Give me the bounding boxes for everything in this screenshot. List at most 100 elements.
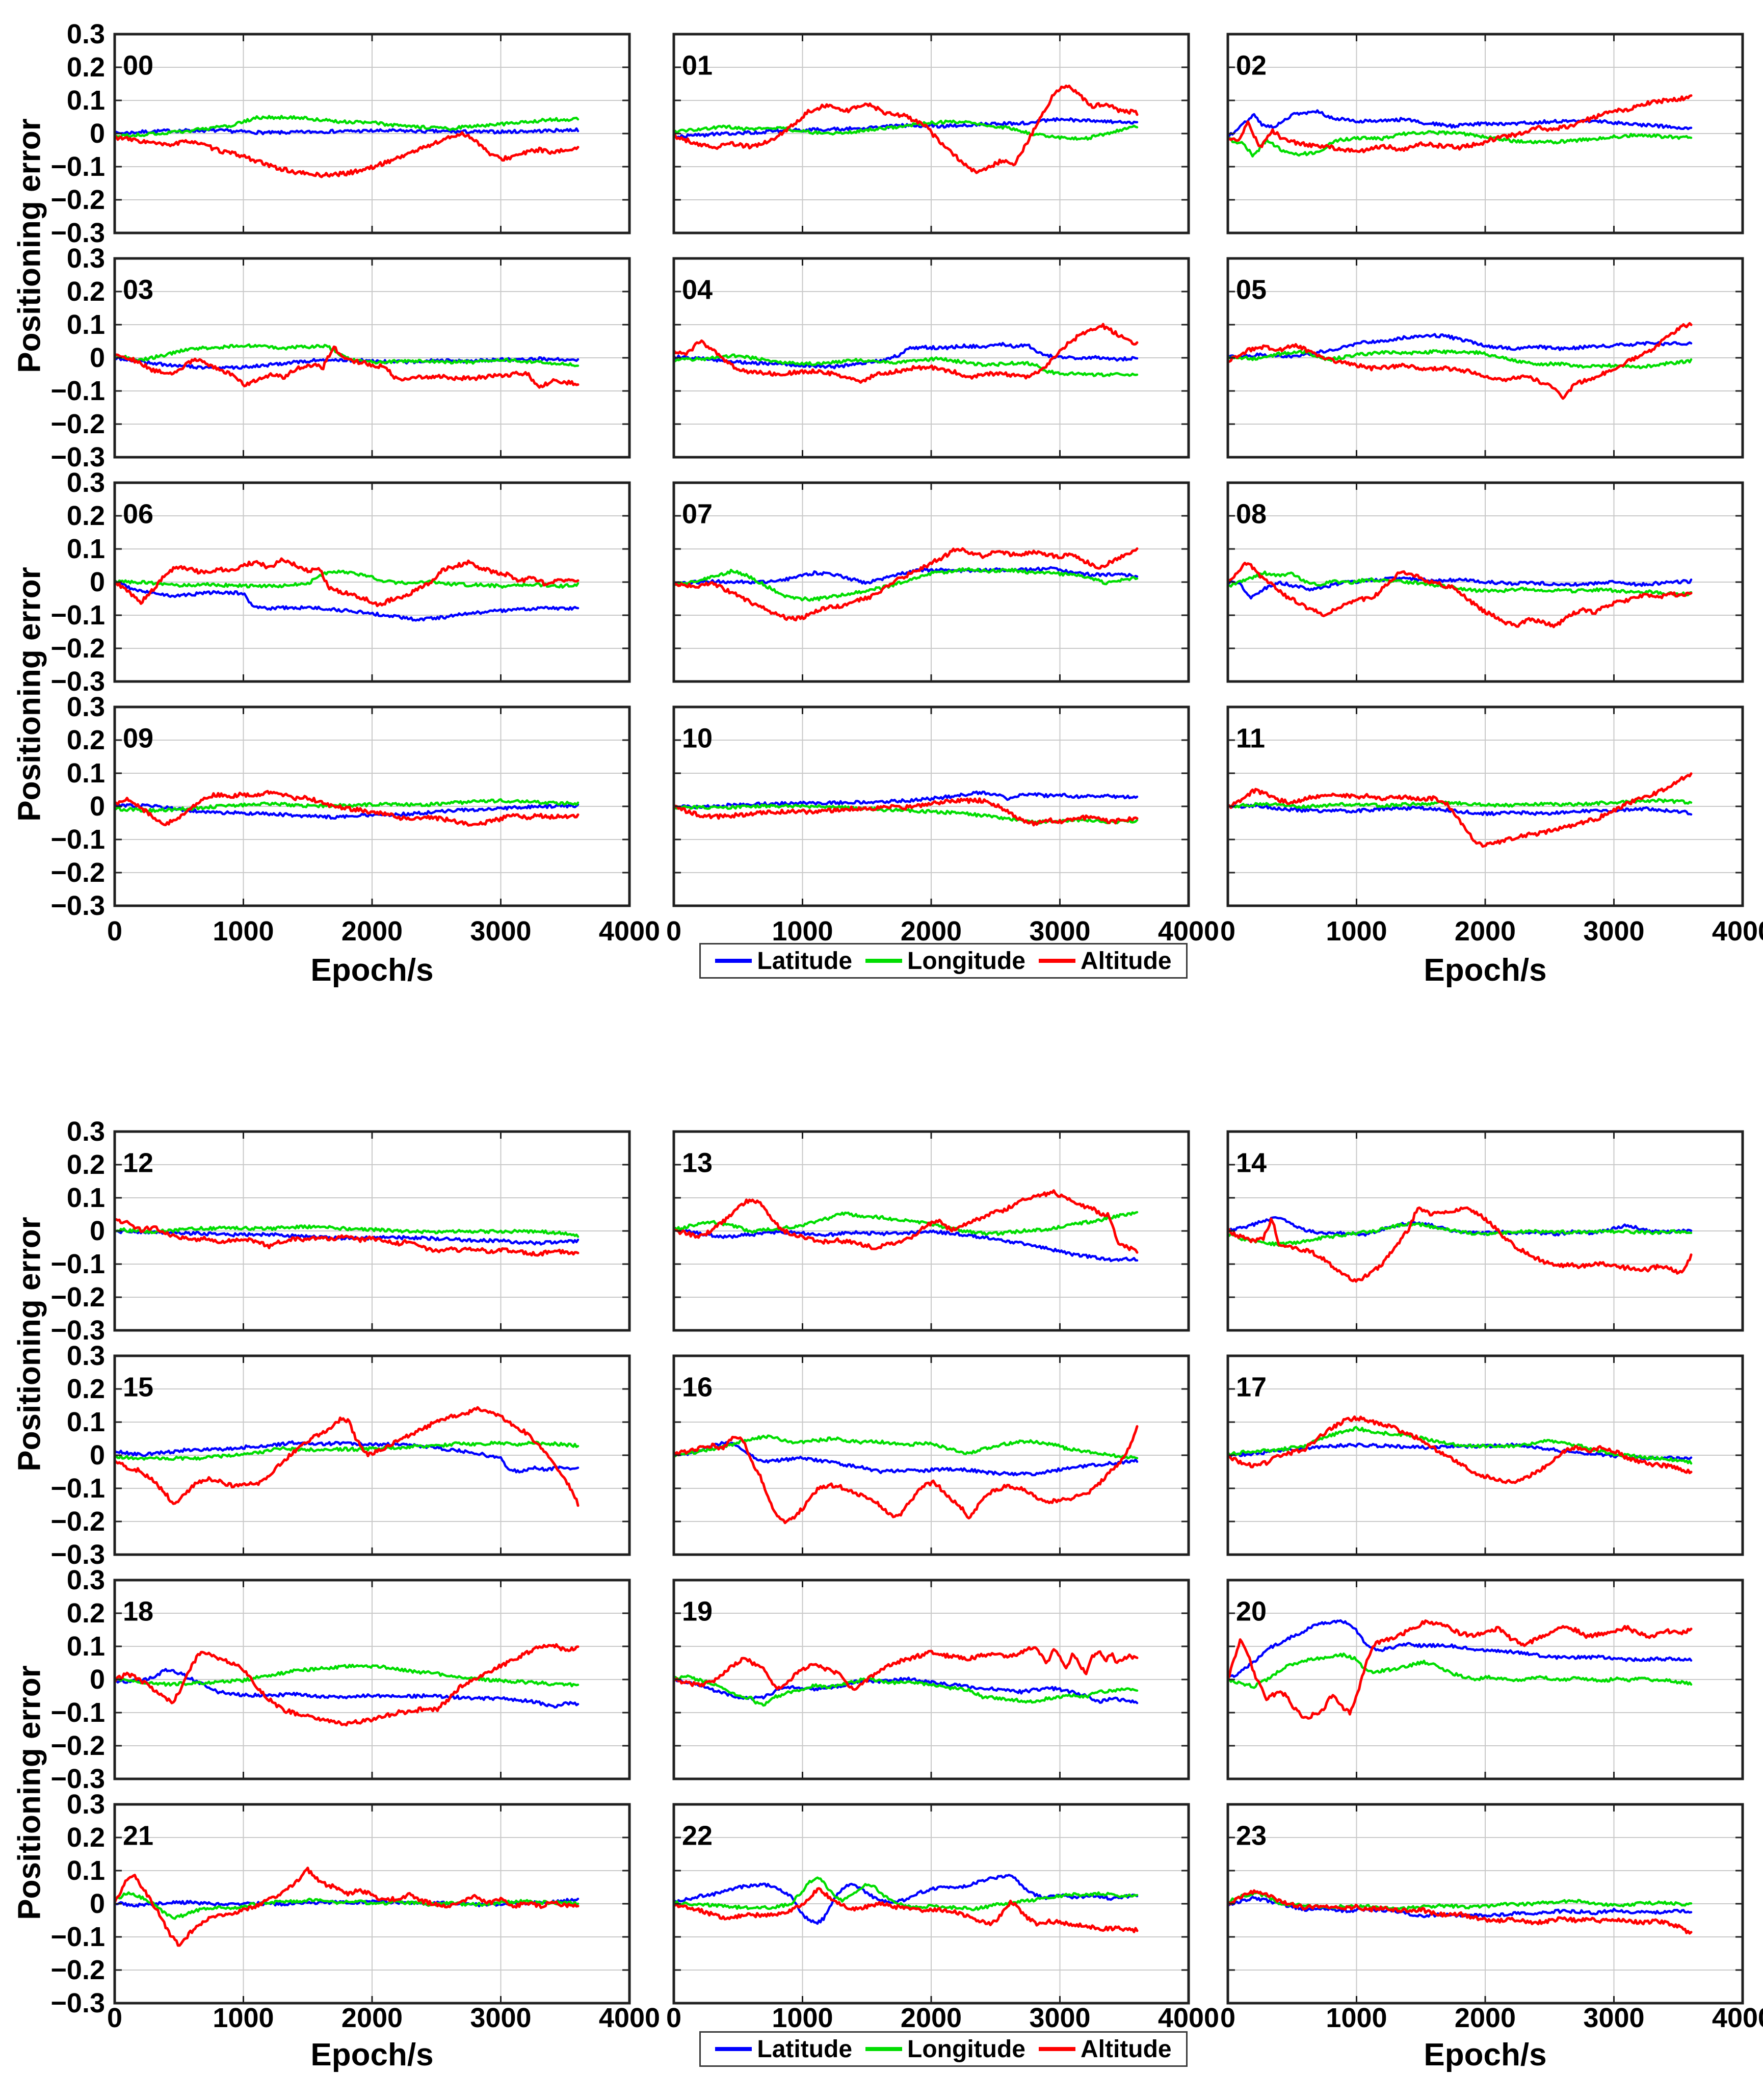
- y-tick-label: −0.3: [50, 666, 105, 697]
- legend-label-latitude: Latitude: [757, 2035, 853, 2063]
- subplot-number: 09: [123, 723, 153, 753]
- series-longitude: [113, 1224, 580, 1238]
- x-tick-label: 3000: [470, 916, 532, 947]
- x-tick-label: 4000: [598, 916, 661, 947]
- subplot-number: 01: [682, 50, 713, 81]
- series-altitude: [113, 790, 580, 827]
- y-tick-label: 0.3: [66, 1341, 105, 1371]
- series-altitude: [1226, 772, 1693, 848]
- series-altitude: [113, 1867, 580, 1947]
- y-tick-label: 0.1: [66, 758, 105, 789]
- x-tick-label: 0: [666, 2003, 682, 2033]
- series-altitude: [113, 131, 580, 178]
- subplot-09: 09: [113, 705, 631, 907]
- subplot-number: 18: [123, 1596, 153, 1626]
- y-tick-label: 0.3: [66, 692, 105, 722]
- series-altitude: [672, 1189, 1139, 1254]
- series-latitude: [672, 342, 1139, 370]
- y-tick-label: 0.1: [66, 534, 105, 564]
- series-longitude: [672, 119, 1139, 141]
- series-longitude: [672, 353, 1139, 378]
- subplot-16: 16: [672, 1354, 1190, 1556]
- series-altitude: [113, 345, 580, 389]
- subplot-00: 00: [113, 33, 631, 234]
- subplot-number: 17: [1236, 1372, 1267, 1402]
- subplot-number: 14: [1236, 1147, 1267, 1178]
- series-altitude: [1226, 1415, 1693, 1484]
- y-tick-label: −0.3: [50, 218, 105, 248]
- series-latitude: [113, 1229, 580, 1246]
- subplot-number: 11: [1236, 723, 1265, 753]
- subplot-14: 14: [1226, 1130, 1744, 1332]
- y-tick-label: −0.2: [50, 1730, 105, 1761]
- y-tick-label: 0.3: [66, 19, 105, 49]
- series-altitude: [113, 1406, 580, 1507]
- series-latitude: [113, 356, 580, 371]
- x-tick-label: 4000: [1157, 2003, 1220, 2033]
- subplot-number: 10: [682, 723, 713, 753]
- legend-line-altitude: [1038, 959, 1075, 963]
- series-longitude: [672, 1876, 1139, 1911]
- series-longitude: [113, 1440, 580, 1461]
- y-tick-label: 0.2: [66, 1374, 105, 1404]
- series-altitude: [1226, 94, 1693, 153]
- y-tick-label: −0.1: [50, 1697, 105, 1728]
- legend-line-longitude: [865, 959, 903, 963]
- y-tick-label: 0.2: [66, 1598, 105, 1629]
- x-tick-label: 1000: [772, 2003, 833, 2033]
- y-tick-label: 0.1: [66, 1631, 105, 1662]
- y-tick-label: 0.1: [66, 85, 105, 116]
- legend-line-altitude: [1038, 2047, 1075, 2051]
- subplot-number: 00: [123, 50, 153, 81]
- y-tick-label: 0: [89, 567, 105, 597]
- y-tick-label: 0.3: [66, 1789, 105, 1820]
- subplot-number: 08: [1236, 498, 1267, 529]
- x-tick-label: 0: [1220, 2003, 1236, 2033]
- y-tick-label: 0: [89, 118, 105, 149]
- series-altitude: [113, 1643, 580, 1727]
- series-altitude: [672, 84, 1139, 174]
- subplot-15: 15: [113, 1354, 631, 1556]
- y-tick-label: −0.1: [50, 1473, 105, 1504]
- x-tick-label: 2000: [1454, 2003, 1516, 2033]
- x-tick-label: 3000: [1029, 916, 1091, 947]
- y-tick-label: 0.2: [66, 276, 105, 307]
- subplot-number: 15: [123, 1372, 153, 1402]
- y-tick-label: 0: [89, 1440, 105, 1471]
- series-altitude: [672, 323, 1139, 384]
- y-tick-label: −0.2: [50, 1955, 105, 1985]
- y-tick-label: 0.3: [66, 1565, 105, 1595]
- y-tick-label: −0.3: [50, 1539, 105, 1570]
- y-tick-label: 0: [89, 791, 105, 822]
- y-tick-label: 0: [89, 343, 105, 373]
- y-tick-label: −0.1: [50, 600, 105, 631]
- subplot-number: 19: [682, 1596, 713, 1626]
- x-tick-label: 4000: [1712, 916, 1763, 947]
- y-tick-label: 0.2: [66, 1149, 105, 1180]
- y-tick-label: −0.2: [50, 409, 105, 439]
- y-tick-label: −0.2: [50, 1506, 105, 1537]
- subplot-05: 05: [1226, 257, 1744, 459]
- legend-item-latitude: Latitude: [715, 2035, 852, 2063]
- series-altitude: [672, 1887, 1139, 1933]
- series-altitude: [672, 1425, 1139, 1525]
- y-tick-label: −0.1: [50, 824, 105, 855]
- y-tick-label: −0.2: [50, 857, 105, 888]
- series-altitude: [113, 557, 580, 608]
- x-tick-label: 0: [107, 916, 123, 947]
- x-tick-label: 3000: [1583, 916, 1645, 947]
- subplot-number: 12: [123, 1147, 153, 1178]
- series-longitude: [1226, 1891, 1693, 1911]
- legend: Latitude Longitude Altitude: [699, 2031, 1188, 2067]
- subplot-21: 21: [113, 1803, 631, 2005]
- y-tick-label: −0.3: [50, 442, 105, 472]
- series-latitude: [113, 1898, 580, 1908]
- series-latitude: [672, 117, 1139, 139]
- x-tick-label: 2000: [900, 2003, 962, 2033]
- subplot-18: 18: [113, 1579, 631, 1780]
- x-tick-label: 0: [1220, 916, 1236, 947]
- subplot-number: 22: [682, 1820, 713, 1851]
- series-longitude: [113, 1891, 580, 1920]
- series-latitude: [672, 1228, 1139, 1263]
